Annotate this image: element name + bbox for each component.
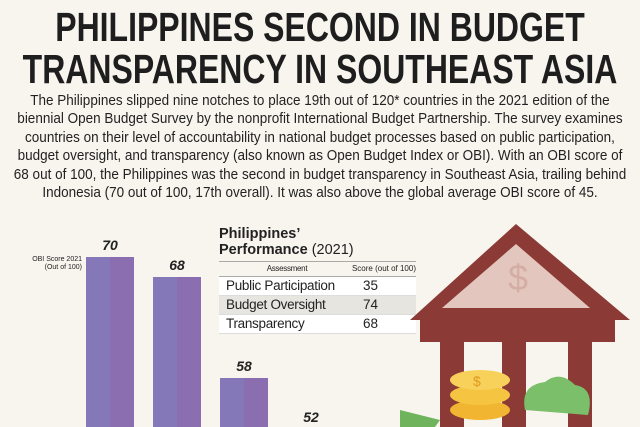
header-assessment: Assessment: [266, 264, 308, 273]
bar-value-label: 70: [102, 237, 118, 253]
row-name: Transparency: [226, 316, 305, 331]
money-bag-icon: [524, 376, 590, 415]
row-score: 74: [363, 297, 379, 312]
row-score: 35: [363, 278, 379, 293]
bar: [153, 277, 201, 427]
table-row: Transparency 68: [219, 315, 416, 334]
bar: [220, 378, 268, 427]
table-row: Public Participation 35: [219, 277, 416, 296]
row-name: Budget Oversight: [226, 297, 326, 312]
svg-text:$: $: [508, 257, 528, 298]
bar-value-label: 68: [169, 257, 185, 274]
row-name: Public Participation: [226, 278, 335, 293]
bar-value-label: 52: [303, 409, 319, 425]
row-score: 68: [363, 316, 379, 331]
table-header: Assessment Score (out of 100): [219, 261, 416, 277]
table-year: (2021): [311, 242, 354, 258]
bar: [86, 257, 134, 427]
coins-icon: $: [450, 370, 510, 420]
headline-line-2: TRANSPARENCY IN SOUTHEAST ASIA: [22, 46, 618, 92]
performance-table: Philippines’ Performance (2021) Assessmen…: [219, 226, 416, 334]
table-title: Philippines’ Performance (2021): [219, 226, 416, 258]
bank-building-icon: $ $: [400, 224, 630, 427]
headline-line-1: PHILIPPINES SECOND IN BUDGET: [55, 4, 585, 50]
table-title-line1: Philippines’: [219, 226, 301, 242]
svg-text:$: $: [473, 373, 481, 389]
y-axis-label: OBI Score 2021 (Out of 100): [32, 256, 82, 271]
bar-value-label: 58: [236, 358, 252, 375]
table-title-line2: Performance: [219, 242, 308, 258]
header-score: Score (out of 100): [351, 264, 416, 273]
table-row: Budget Oversight 74: [219, 296, 416, 315]
intro-paragraph: The Philippines slipped nine notches to …: [13, 92, 627, 202]
